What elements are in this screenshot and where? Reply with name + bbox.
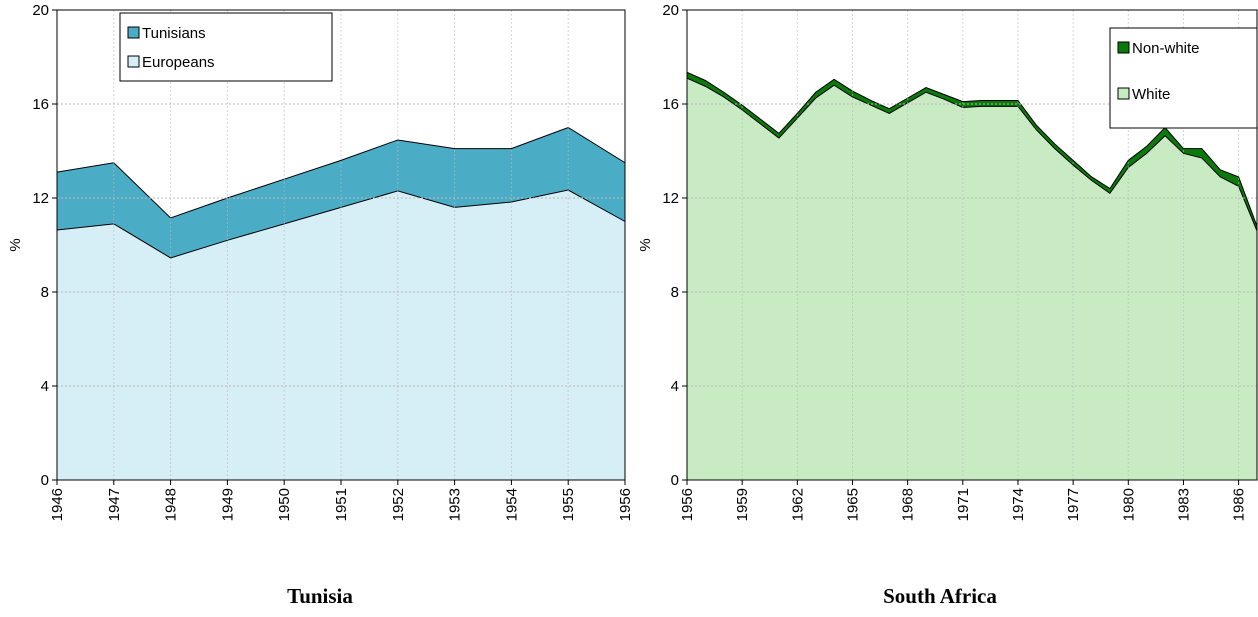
legend-box — [1109, 27, 1258, 129]
x-tick-label: 1953 — [447, 488, 464, 521]
x-tick-label: 1951 — [333, 488, 350, 521]
plot-frame — [686, 9, 1258, 481]
x-tick-label: 1947 — [106, 488, 123, 521]
y-tick-label: 8 — [671, 284, 679, 301]
legend-swatch — [1117, 41, 1130, 54]
y-tick-label: 12 — [32, 190, 49, 207]
x-tick-label: 1955 — [560, 488, 577, 521]
legend-label: White — [1132, 86, 1170, 103]
x-tick-label: 1952 — [390, 488, 407, 521]
x-tick-label: 1956 — [617, 488, 634, 521]
x-tick-label: 1965 — [844, 488, 861, 521]
x-tick-label: 1977 — [1065, 488, 1082, 521]
legend-box — [119, 12, 333, 82]
x-tick-label: 1954 — [503, 488, 520, 521]
y-tick-label: 16 — [662, 96, 679, 113]
x-tick-label: 1956 — [679, 488, 696, 521]
y-axis-label: % — [637, 238, 654, 251]
plot-frame — [56, 9, 626, 481]
x-tick-label: 1971 — [955, 488, 972, 521]
chart-title: South Africa — [883, 584, 997, 608]
legend-label: Europeans — [142, 54, 215, 71]
legend-swatch — [1117, 87, 1130, 100]
legend-swatch — [127, 55, 140, 68]
y-tick-label: 4 — [41, 378, 49, 395]
y-tick-label: 20 — [662, 2, 679, 19]
y-tick-label: 20 — [32, 2, 49, 19]
y-tick-label: 4 — [671, 378, 679, 395]
legend-label: Non-white — [1132, 40, 1200, 57]
x-tick-label: 1949 — [219, 488, 236, 521]
x-tick-label: 1948 — [163, 488, 180, 521]
y-axis-label: % — [7, 238, 24, 251]
x-tick-label: 1986 — [1231, 488, 1248, 521]
area — [686, 77, 1258, 481]
y-tick-label: 12 — [662, 190, 679, 207]
x-tick-label: 1974 — [1010, 488, 1027, 521]
x-tick-label: 1980 — [1120, 488, 1137, 521]
y-tick-label: 8 — [41, 284, 49, 301]
x-tick-label: 1950 — [276, 488, 293, 521]
chart-title: Tunisia — [287, 584, 353, 608]
x-tick-label: 1968 — [900, 488, 917, 521]
x-tick-label: 1983 — [1175, 488, 1192, 521]
legend-label: Tunisians — [142, 25, 206, 42]
x-tick-label: 1959 — [734, 488, 751, 521]
legend-swatch — [127, 26, 140, 39]
y-tick-label: 0 — [41, 472, 49, 489]
y-tick-label: 16 — [32, 96, 49, 113]
x-tick-label: 1962 — [789, 488, 806, 521]
x-tick-label: 1946 — [49, 488, 66, 521]
y-tick-label: 0 — [671, 472, 679, 489]
